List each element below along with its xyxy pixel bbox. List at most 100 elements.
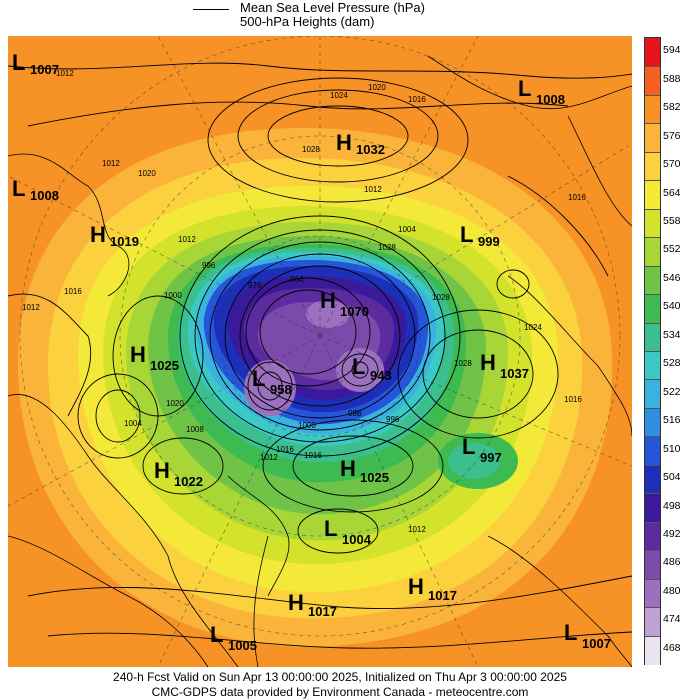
svg-text:1025: 1025 bbox=[150, 358, 179, 373]
colorbar-tick-label: 588 bbox=[663, 72, 680, 85]
colorbar-segment bbox=[645, 237, 660, 268]
isobar-label: 1012 bbox=[22, 303, 40, 312]
svg-text:L: L bbox=[210, 622, 223, 647]
svg-text:H: H bbox=[154, 458, 170, 483]
isobar-label: 1016 bbox=[568, 193, 586, 202]
colorbar-segment bbox=[645, 493, 660, 524]
svg-text:H: H bbox=[336, 130, 352, 155]
isobar-label: 1020 bbox=[138, 169, 156, 178]
colorbar-tick-label: 558 bbox=[663, 214, 680, 227]
isobar-label: 1016 bbox=[276, 445, 294, 454]
isobar-label: 1016 bbox=[408, 95, 426, 104]
colorbar-tick-label: 528 bbox=[663, 357, 680, 370]
coastlines bbox=[8, 55, 632, 667]
svg-text:1008: 1008 bbox=[536, 92, 565, 107]
svg-text:L: L bbox=[564, 620, 577, 645]
colorbar-segment bbox=[645, 379, 660, 410]
svg-text:1037: 1037 bbox=[500, 366, 529, 381]
colorbar-tick-label: 492 bbox=[663, 527, 680, 540]
svg-text:999: 999 bbox=[478, 234, 500, 249]
high-center: H 1037 bbox=[480, 350, 529, 381]
svg-text:H: H bbox=[480, 350, 496, 375]
high-center: H 1025 bbox=[340, 456, 389, 485]
high-center: H 1017 bbox=[408, 574, 457, 603]
isobar-label: 1016 bbox=[304, 451, 322, 460]
svg-text:943: 943 bbox=[370, 368, 392, 383]
colorbar-tick-label: 504 bbox=[663, 471, 680, 484]
colorbar-segment bbox=[645, 436, 660, 467]
isobar-label: 976 bbox=[248, 281, 262, 290]
svg-text:1032: 1032 bbox=[356, 142, 385, 157]
svg-text:L: L bbox=[462, 434, 475, 459]
low-center: L 1008 bbox=[518, 76, 565, 107]
svg-text:L: L bbox=[352, 354, 365, 379]
svg-text:1017: 1017 bbox=[308, 604, 337, 619]
band-474 bbox=[306, 300, 350, 328]
colorbar-segment bbox=[645, 265, 660, 296]
svg-text:L: L bbox=[518, 76, 531, 101]
isobar-label: 988 bbox=[348, 409, 362, 418]
low-center: L 997 bbox=[462, 434, 502, 465]
data-credit-caption: CMC-GDPS data provided by Environment Ca… bbox=[151, 685, 529, 699]
svg-text:H: H bbox=[288, 590, 304, 615]
colorbar-segment bbox=[645, 94, 660, 125]
svg-text:L: L bbox=[12, 50, 25, 75]
colorbar-segment bbox=[645, 208, 660, 239]
colorbar-segment bbox=[645, 123, 660, 154]
isobar-label: 1012 bbox=[260, 453, 278, 462]
isobar-label: 1028 bbox=[302, 145, 320, 154]
colorbar-segment bbox=[645, 322, 660, 353]
pressure-line-sample bbox=[193, 9, 229, 10]
pressure-systems: L 1007 L 1008 H 1032 L 1008 H 1019 L 999 H 1070… bbox=[12, 50, 611, 653]
svg-text:958: 958 bbox=[270, 382, 292, 397]
colorbar-tick-label: 594 bbox=[663, 44, 680, 57]
colorbar-segment bbox=[645, 351, 660, 381]
svg-text:1004: 1004 bbox=[342, 532, 372, 547]
low-center: L 1005 bbox=[210, 622, 257, 653]
svg-text:1019: 1019 bbox=[110, 234, 139, 249]
legend-pressure-label: Mean Sea Level Pressure (hPa) bbox=[240, 0, 425, 15]
svg-text:997: 997 bbox=[480, 450, 502, 465]
low-center: L 1007 bbox=[12, 50, 59, 77]
svg-text:1017: 1017 bbox=[428, 588, 457, 603]
low-center: L 1008 bbox=[12, 176, 59, 203]
weather-map: 1012 1024 1020 1016 1028 1012 1004 1012 … bbox=[8, 36, 632, 667]
isobar-label: 1020 bbox=[166, 399, 184, 408]
colorbar-tick-label: 510 bbox=[663, 442, 680, 455]
colorbar-segment bbox=[645, 180, 660, 211]
isobar-label: 1012 bbox=[56, 69, 74, 78]
low-center: L 958 bbox=[252, 366, 292, 397]
high-center: H 1032 bbox=[336, 130, 385, 157]
isobar-label: 1012 bbox=[364, 185, 382, 194]
svg-text:1025: 1025 bbox=[360, 470, 389, 485]
legend-header: Mean Sea Level Pressure (hPa) 500-hPa He… bbox=[0, 0, 680, 34]
svg-text:H: H bbox=[90, 222, 106, 247]
legend-heights-label: 500-hPa Heights (dam) bbox=[240, 14, 375, 29]
isobar-label: 1008 bbox=[186, 425, 204, 434]
isobar-label: 1028 bbox=[432, 293, 450, 302]
isobar-labels: 1012 1024 1020 1016 1028 1012 1004 1012 … bbox=[22, 69, 586, 534]
colorbar-segment bbox=[645, 66, 660, 97]
isobar-label: 996 bbox=[386, 415, 400, 424]
colorbar-segment bbox=[645, 635, 660, 666]
isobar-label: 1024 bbox=[524, 323, 542, 332]
isobar-label: 1024 bbox=[330, 91, 348, 100]
band-540-east bbox=[448, 443, 500, 479]
isobar-label: 1028 bbox=[378, 243, 396, 252]
svg-text:L: L bbox=[252, 366, 265, 391]
forecast-valid-caption: 240-h Fcst Valid on Sun Apr 13 00:00:00 … bbox=[113, 670, 567, 684]
colorbar-segment bbox=[645, 521, 660, 552]
colorbar-segment bbox=[645, 151, 660, 182]
isobar-label: 1004 bbox=[124, 419, 142, 428]
svg-text:H: H bbox=[340, 456, 356, 481]
isobar-label: 1004 bbox=[398, 225, 416, 234]
isobar-label: 1020 bbox=[368, 83, 386, 92]
svg-text:1007: 1007 bbox=[582, 636, 611, 651]
colorbar-segment bbox=[645, 607, 660, 638]
low-center: L 943 bbox=[352, 354, 392, 383]
colorbar-tick-label: 576 bbox=[663, 129, 680, 142]
isobar-label: 1016 bbox=[564, 395, 582, 404]
colorbar-tick-label: 498 bbox=[663, 499, 680, 512]
high-center: H 1025 bbox=[130, 342, 179, 373]
svg-text:1008: 1008 bbox=[30, 188, 59, 203]
